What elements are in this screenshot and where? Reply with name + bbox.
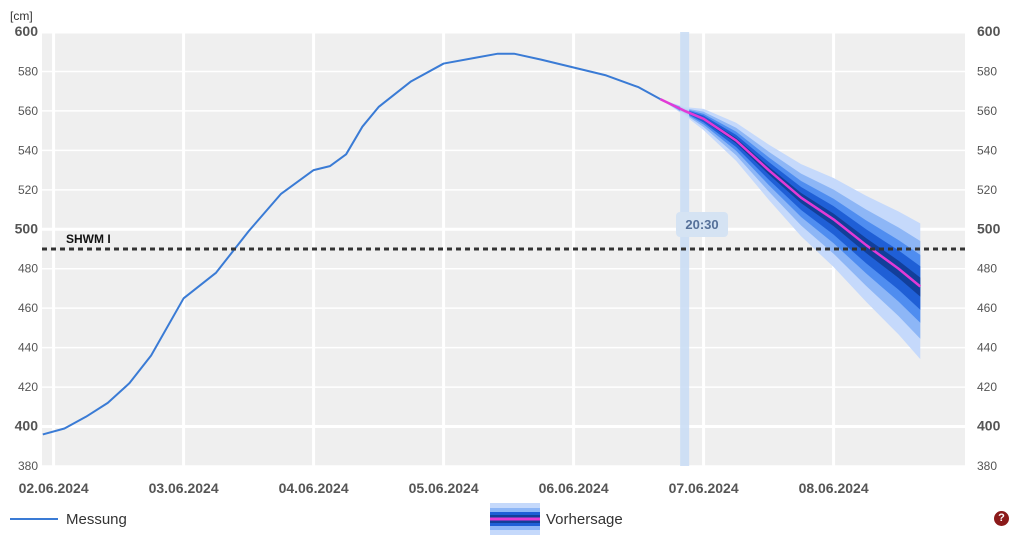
y-tick-label-right: 520 [977, 183, 997, 197]
y-tick-label-right: 460 [977, 301, 997, 315]
x-tick-label: 06.06.2024 [539, 480, 609, 496]
help-icon[interactable]: ? [994, 511, 1009, 526]
x-tick-label: 04.06.2024 [279, 480, 349, 496]
y-axis-right: 380 400 420 440 460 480 500 520 540 560 580 600 [977, 23, 1001, 473]
y-tick-label-right: 580 [977, 64, 997, 78]
y-tick-label-left: 460 [18, 301, 38, 315]
y-tick-label-left: 420 [18, 380, 38, 394]
forecast-uncertainty-bands [660, 99, 921, 360]
y-tick-label-right: 480 [977, 262, 997, 276]
legend-vorhersage-label: Vorhersage [546, 510, 623, 528]
vorhersage-line [659, 97, 922, 288]
y-tick-label-left: 540 [18, 143, 38, 157]
y-tick-label-left: 580 [18, 64, 38, 78]
y-tick-label-right: 500 [977, 220, 1001, 236]
y-tick-label-left: 600 [15, 23, 39, 39]
y-tick-label-right: 560 [977, 104, 997, 118]
vorhersage-band-icon [490, 503, 540, 535]
y-tick-label-right: 420 [977, 380, 997, 394]
messung-line-icon [10, 518, 58, 520]
band-2 [660, 99, 921, 339]
x-tick-label: 02.06.2024 [19, 480, 89, 496]
y-tick-label-left: 560 [18, 104, 38, 118]
y-tick-label-right: 540 [977, 143, 997, 157]
y-tick-label-right: 380 [977, 459, 997, 473]
y-tick-label-right: 600 [977, 23, 1001, 39]
x-tick-label: 08.06.2024 [799, 480, 869, 496]
water-level-chart: SHWM I 20:30 380 400 420 440 460 480 500 520 540… [10, 9, 1001, 496]
current-time-label: 20:30 [685, 217, 718, 232]
legend-messung[interactable]: Messung [10, 508, 127, 530]
y-tick-label-right: 440 [977, 341, 997, 355]
y-tick-label-right: 400 [977, 418, 1001, 434]
series-lines [42, 52, 922, 436]
x-tick-label: 03.06.2024 [149, 480, 219, 496]
x-tick-label: 05.06.2024 [409, 480, 479, 496]
y-tick-label-left: 480 [18, 262, 38, 276]
x-axis: 02.06.2024 03.06.2024 04.06.2024 05.06.2024… [19, 480, 869, 496]
y-tick-label-left: 500 [15, 220, 39, 236]
legend-vorhersage[interactable]: Vorhersage [490, 503, 623, 535]
y-axis-left: 380 400 420 440 460 480 500 520 540 560 580 600 [15, 23, 39, 473]
current-time-badge: 20:30 [676, 212, 728, 237]
y-unit-label: [cm] [10, 9, 33, 23]
messung-line [42, 52, 661, 436]
x-tick-label: 07.06.2024 [669, 480, 739, 496]
legend-messung-label: Messung [66, 510, 127, 528]
y-tick-label-left: 520 [18, 183, 38, 197]
y-tick-label-left: 380 [18, 459, 38, 473]
y-tick-label-left: 400 [15, 418, 39, 434]
threshold-label: SHWM I [66, 232, 111, 246]
y-tick-label-left: 440 [18, 341, 38, 355]
